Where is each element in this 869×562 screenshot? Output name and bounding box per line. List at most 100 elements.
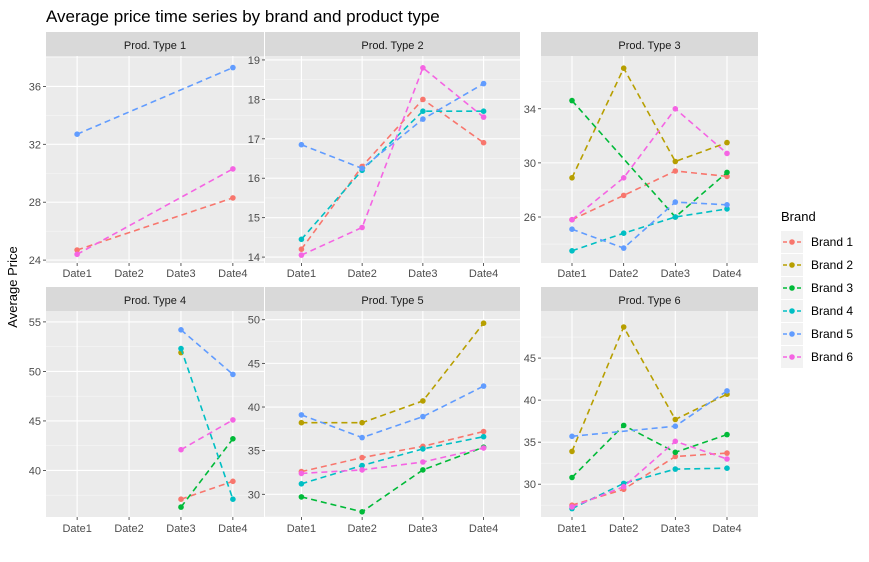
y-tick-label: 30 [524, 158, 536, 170]
series-line [301, 66, 485, 256]
legend-label: Brand 2 [811, 258, 853, 272]
data-point [672, 416, 679, 423]
data-point [724, 173, 730, 180]
data-point [298, 141, 305, 148]
data-point [230, 478, 236, 485]
data-point [230, 195, 236, 201]
facet-strip-label: Prod. Type 2 [361, 40, 423, 52]
y-tick-label: 55 [29, 317, 41, 329]
facet-strip-label: Prod. Type 3 [618, 40, 680, 52]
series-line [180, 438, 234, 508]
data-point [420, 413, 426, 420]
y-tick-label: 40 [524, 395, 536, 407]
data-point [569, 448, 575, 455]
legend-key-point [789, 285, 795, 291]
y-tick-label: 28 [29, 197, 41, 209]
facet-strip [541, 32, 758, 56]
legend-key-point [789, 331, 795, 337]
facet-strip [46, 32, 264, 56]
data-point [420, 96, 426, 103]
data-point [569, 97, 575, 104]
data-point [569, 175, 575, 181]
data-point [569, 433, 575, 440]
data-point [298, 246, 305, 252]
facet-panel: Prod. Type 3 26 30 34 Date1 Date2 Date3 Date4 [524, 32, 758, 280]
data-point [298, 481, 305, 487]
data-point [230, 371, 236, 378]
x-tick-label: Date1 [62, 268, 91, 280]
series-line [301, 447, 484, 475]
series-line [301, 82, 485, 170]
panel-background [265, 56, 520, 263]
data-point [569, 216, 575, 223]
series-line [301, 435, 484, 485]
x-tick-label: Date2 [609, 268, 638, 280]
series-line [300, 110, 484, 240]
y-tick-label: 45 [524, 353, 536, 365]
data-point [230, 436, 236, 442]
data-point [359, 467, 365, 473]
series-line [301, 385, 484, 439]
data-point [230, 496, 236, 503]
data-point [672, 438, 679, 445]
y-tick-label: 45 [248, 358, 260, 370]
series-line [571, 170, 728, 221]
legend-key-point [789, 354, 795, 360]
y-tick-label: 45 [29, 416, 41, 428]
y-tick-label: 40 [29, 465, 41, 477]
series-line [301, 446, 484, 513]
chart-title: Average price time series by brand and p… [46, 7, 440, 26]
data-point [620, 192, 627, 199]
data-point [480, 445, 487, 451]
data-point [74, 131, 80, 137]
data-point [672, 449, 679, 456]
y-tick-label: 50 [248, 315, 260, 327]
series-line [571, 424, 728, 479]
y-tick-label: 36 [29, 81, 41, 93]
facet-strip [265, 32, 520, 56]
legend-entry: Brand 4 [781, 300, 853, 322]
series-line [571, 440, 728, 508]
data-point [178, 504, 184, 510]
data-point [724, 206, 730, 212]
data-point [620, 65, 627, 71]
data-point [724, 150, 730, 157]
data-point [569, 474, 575, 481]
legend-key-point [789, 262, 795, 268]
x-tick-label: Date3 [661, 523, 690, 535]
legend-title: Brand [781, 209, 816, 224]
data-point [724, 431, 730, 438]
x-tick-label: Date3 [408, 523, 437, 535]
data-point [620, 175, 627, 181]
facet-panel: Prod. Type 6 30 35 40 45 Date1 Date2 Date3 Date4 [524, 287, 758, 535]
data-point [178, 327, 184, 333]
data-point [480, 80, 487, 87]
x-tick-label: Date4 [218, 268, 247, 280]
data-point [420, 459, 426, 465]
x-tick-label: Date2 [114, 268, 143, 280]
data-point [420, 108, 426, 114]
series-line [571, 107, 728, 221]
data-point [420, 398, 426, 404]
data-point [298, 252, 305, 258]
x-tick-label: Date1 [557, 268, 586, 280]
series-line [571, 452, 728, 506]
y-tick-label: 35 [524, 437, 536, 449]
data-point [672, 199, 679, 205]
data-point [298, 494, 305, 500]
data-point [420, 116, 426, 122]
data-point [672, 423, 679, 430]
data-point [672, 168, 679, 174]
data-point [480, 108, 487, 114]
facet-strip [541, 287, 758, 311]
series-line [76, 66, 234, 135]
y-tick-label: 15 [248, 213, 260, 225]
series-line [300, 98, 485, 250]
y-tick-label: 32 [29, 139, 41, 151]
legend-entry: Brand 2 [781, 254, 853, 276]
data-point [672, 158, 679, 165]
panel-background [541, 311, 758, 517]
x-tick-label: Date3 [166, 268, 195, 280]
data-point [298, 412, 305, 418]
